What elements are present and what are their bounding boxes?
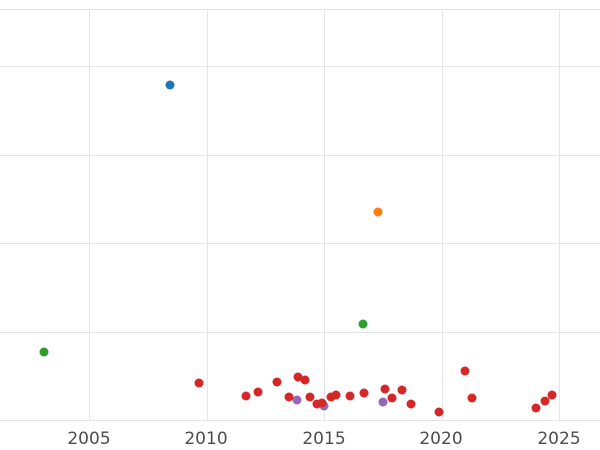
red-scatter-point <box>312 399 322 409</box>
red-scatter-point <box>241 391 251 401</box>
horizontal-gridline <box>0 332 600 333</box>
red-scatter-point <box>397 385 407 395</box>
purple-scatter-point <box>378 397 388 407</box>
red-scatter-point <box>345 391 355 401</box>
red-scatter-point <box>194 378 204 388</box>
vertical-gridline <box>559 9 560 420</box>
orange-scatter-point <box>373 207 383 217</box>
horizontal-gridline <box>0 155 600 156</box>
red-scatter-point <box>305 392 315 402</box>
red-scatter-point <box>540 396 550 406</box>
horizontal-gridline <box>0 9 600 10</box>
x-tick-label: 2010 <box>184 429 228 449</box>
red-scatter-point <box>467 393 477 403</box>
red-scatter-point <box>272 377 282 387</box>
red-scatter-point <box>387 393 397 403</box>
red-scatter-point <box>317 398 327 408</box>
red-scatter-point <box>326 392 336 402</box>
red-scatter-point <box>284 392 294 402</box>
vertical-gridline <box>89 9 90 420</box>
red-scatter-point <box>253 387 263 397</box>
red-scatter-point <box>434 407 444 417</box>
x-tick-label: 2015 <box>302 429 346 449</box>
red-scatter-point <box>331 390 341 400</box>
green-scatter-point <box>39 347 49 357</box>
x-tick-label: 2005 <box>67 429 111 449</box>
red-scatter-point <box>380 384 390 394</box>
vertical-gridline <box>207 9 208 420</box>
purple-scatter-point <box>292 395 302 405</box>
red-scatter-point <box>460 366 470 376</box>
green-scatter-point <box>358 319 368 329</box>
horizontal-gridline <box>0 420 600 421</box>
x-tick-label: 2025 <box>537 429 581 449</box>
horizontal-gridline <box>0 66 600 67</box>
red-scatter-point <box>547 390 557 400</box>
red-scatter-point <box>300 375 310 385</box>
red-scatter-point <box>293 372 303 382</box>
vertical-gridline <box>324 9 325 420</box>
horizontal-gridline <box>0 243 600 244</box>
blue-scatter-point <box>165 80 175 90</box>
red-scatter-point <box>531 403 540 413</box>
x-tick-label: 2020 <box>419 429 463 449</box>
vertical-gridline <box>442 9 443 420</box>
red-scatter-point <box>406 399 416 409</box>
red-scatter-point <box>359 388 369 398</box>
